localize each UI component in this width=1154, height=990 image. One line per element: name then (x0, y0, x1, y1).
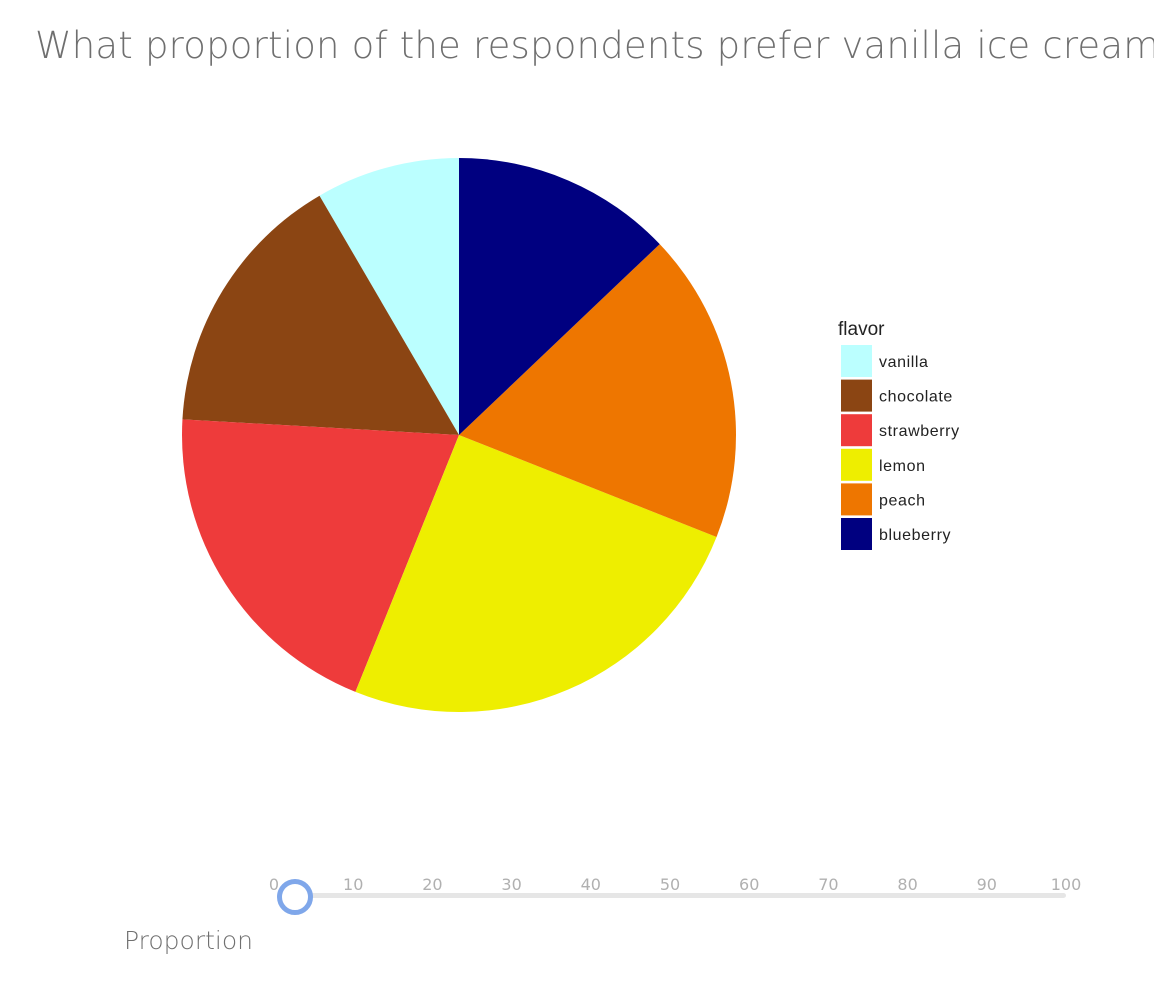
slider-tick-90: 90 (976, 875, 997, 894)
slider-thumb[interactable] (276, 879, 313, 915)
legend-swatch-lemon (841, 448, 872, 481)
pie-slice-vanilla (319, 158, 459, 435)
pie-slice-peach (459, 244, 736, 537)
legend-label-vanilla: vanilla (879, 354, 929, 371)
legend-swatch-strawberry (841, 414, 872, 447)
slider-tick-100: 100 (1050, 875, 1082, 894)
legend-swatch-peach (841, 483, 872, 516)
pie-slice-strawberry (182, 419, 459, 692)
legend-label-strawberry: strawberry (879, 423, 960, 440)
slider-tick-30: 30 (501, 875, 522, 894)
proportion-slider[interactable]: 0 10 20 30 40 50 60 70 80 90 100 Proportion (0, 860, 1154, 960)
pie-slice-chocolate (182, 195, 460, 435)
pie-slice-lemon (355, 435, 717, 712)
slider-tick-70: 70 (818, 875, 839, 894)
legend-swatch-blueberry (841, 518, 872, 550)
slider-tick-50: 50 (659, 875, 681, 894)
legend-swatch-vanilla (841, 345, 872, 377)
legend-label-peach: peach (879, 492, 926, 509)
slider-tick-60: 60 (739, 875, 760, 894)
slider-track[interactable] (292, 893, 1066, 898)
legend-label-lemon: lemon (879, 458, 926, 475)
pie-slice-blueberry (459, 158, 660, 435)
pie-slices (182, 158, 736, 712)
legend: flavor vanilla chocolate strawberry lemon pe… (838, 319, 960, 550)
slider-axis-label: Proportion (124, 926, 253, 955)
slider-tick-0: 0 (268, 875, 280, 894)
slider-tick-80: 80 (897, 875, 918, 894)
slider-tick-40: 40 (580, 875, 601, 894)
legend-title: flavor (838, 319, 885, 340)
legend-swatch-chocolate (841, 379, 872, 412)
pie-chart: flavor vanilla chocolate strawberry lemon pe… (182, 158, 960, 712)
slider-tick-10: 10 (343, 875, 364, 894)
legend-label-chocolate: chocolate (879, 389, 953, 406)
question-title: What proportion of the respondents prefe… (35, 24, 1154, 67)
legend-label-blueberry: blueberry (879, 527, 951, 544)
slider-tick-20: 20 (422, 875, 443, 894)
